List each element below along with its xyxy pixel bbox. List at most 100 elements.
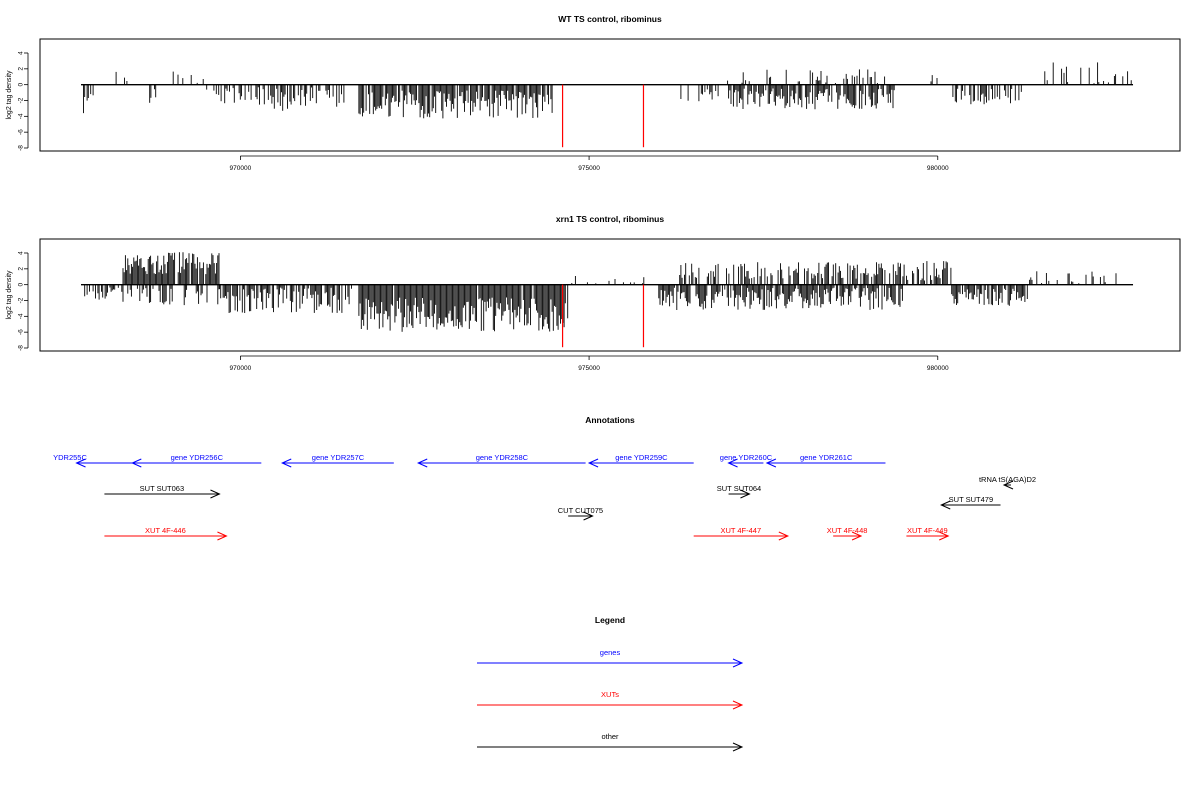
arrowhead-icon — [939, 531, 950, 541]
arrowhead-icon — [732, 742, 744, 752]
arrowhead-icon — [583, 511, 594, 521]
annotation-sut-sut064: SUT SUT064 — [717, 484, 761, 499]
annotation-trna-ts-aga-d2: tRNA tS(AGA)D2 — [979, 475, 1036, 490]
wt-signal-bars — [81, 62, 1134, 119]
arrowhead-icon — [727, 458, 738, 468]
annotation-gene-ydr261c: gene YDR261C — [765, 453, 886, 468]
annotations-track: Annotations YDR255C gene YDR256C gene YDR2… — [53, 415, 1036, 541]
wt-x-tick-label: 970000 — [230, 165, 252, 172]
arrowhead-icon — [217, 531, 228, 541]
xrn1-y-tick-label: 2 — [18, 267, 25, 271]
legend-item-genes: genes — [477, 648, 744, 668]
annotation-sut-sut063: SUT SUT063 — [104, 484, 221, 499]
wt-marker-lines — [561, 84, 645, 148]
xrn1-x-axis: 970000 975000 980000 — [230, 355, 949, 372]
xrn1-y-axis-label: log2 tag density — [6, 270, 13, 320]
arrowhead-icon — [765, 458, 777, 468]
wt-y-tick-label: 4 — [18, 51, 25, 55]
wt-density-panel: WT TS control, ribominus log2 tag densit… — [6, 14, 1181, 172]
wt-y-tick-label: -4 — [18, 113, 25, 119]
xrn1-y-axis: -8 -6 -4 -2 0 2 4 — [18, 251, 29, 351]
arrowhead-icon — [940, 500, 951, 510]
annotation-xut-4f-449: XUT 4F-449 — [906, 526, 950, 541]
xrn1-y-tick-label: -6 — [18, 329, 25, 335]
annotation-label: gene YDR256C — [171, 453, 224, 462]
annotation-xut-4f-447: XUT 4F-447 — [693, 526, 790, 541]
xrn1-y-tick-label: -8 — [18, 345, 25, 351]
annotation-label: tRNA tS(AGA)D2 — [979, 475, 1036, 484]
annotation-label: gene YDR260C — [720, 453, 773, 462]
wt-x-tick-label: 980000 — [927, 165, 949, 172]
legend-title: Legend — [595, 615, 625, 625]
annotation-ydr255c: YDR255C — [53, 453, 133, 468]
wt-y-tick-label: -6 — [18, 129, 25, 135]
xrn1-x-tick-label: 970000 — [230, 365, 252, 372]
wt-y-tick-label: -2 — [18, 97, 25, 103]
annotation-label: gene YDR258C — [476, 453, 529, 462]
xrn1-panel-title: xrn1 TS control, ribominus — [556, 214, 664, 224]
arrowhead-icon — [1002, 480, 1014, 490]
arrowhead-icon — [732, 700, 744, 710]
xrn1-y-tick-label: -4 — [18, 313, 25, 319]
annotation-label: SUT SUT063 — [140, 484, 184, 493]
arrowhead-icon — [851, 531, 863, 541]
legend-item-label: other — [601, 732, 619, 741]
annotation-label: XUT 4F-448 — [827, 526, 868, 535]
arrowhead-icon — [587, 458, 599, 468]
arrowhead-icon — [416, 458, 428, 468]
annotation-sut-sut479: SUT SUT479 — [940, 495, 1001, 510]
xrn1-marker-lines — [561, 284, 645, 348]
legend-item-xuts: XUTs — [477, 690, 744, 710]
annotation-features: YDR255C gene YDR256C gene YDR257C gene YDR2… — [53, 453, 1036, 541]
wt-y-tick-label: -8 — [18, 145, 25, 151]
annotation-gene-ydr256c: gene YDR256C — [131, 453, 262, 468]
legend: Legend genes XUTs other — [477, 615, 744, 752]
wt-y-tick-label: 2 — [18, 67, 25, 71]
arrowhead-icon — [131, 458, 142, 468]
annotation-label: XUT 4F-449 — [907, 526, 948, 535]
arrowhead-icon — [281, 458, 292, 468]
annotation-gene-ydr260c: gene YDR260C — [720, 453, 773, 468]
wt-x-axis: 970000 975000 980000 — [230, 155, 949, 172]
annotation-label: XUT 4F-446 — [145, 526, 186, 535]
arrowhead-icon — [75, 458, 86, 468]
annotation-gene-ydr258c: gene YDR258C — [416, 453, 586, 468]
xrn1-signal-bars — [81, 252, 1134, 332]
arrowhead-icon — [732, 658, 744, 668]
xrn1-plot-frame — [39, 238, 1181, 352]
annotation-gene-ydr257c: gene YDR257C — [281, 453, 394, 468]
xrn1-x-tick-label: 980000 — [927, 365, 949, 372]
wt-panel-title: WT TS control, ribominus — [558, 14, 662, 24]
wt-y-tick-label: 0 — [18, 82, 25, 86]
legend-item-label: XUTs — [601, 690, 619, 699]
annotation-xut-4f-446: XUT 4F-446 — [104, 526, 228, 541]
annotation-label: XUT 4F-447 — [720, 526, 761, 535]
arrowhead-icon — [778, 531, 790, 541]
annotation-label: gene YDR257C — [312, 453, 365, 462]
wt-plot-frame — [39, 38, 1181, 152]
annotations-title: Annotations — [585, 415, 635, 425]
legend-item-other: other — [477, 732, 744, 752]
annotation-label: SUT SUT479 — [949, 495, 993, 504]
annotation-label: gene YDR259C — [615, 453, 668, 462]
xrn1-density-panel: xrn1 TS control, ribominus log2 tag dens… — [6, 214, 1181, 372]
xrn1-x-tick-label: 975000 — [578, 365, 600, 372]
annotation-label: gene YDR261C — [800, 453, 853, 462]
wt-x-tick-label: 975000 — [578, 165, 600, 172]
annotation-xut-4f-448: XUT 4F-448 — [827, 526, 868, 541]
annotation-label: CUT CUT075 — [558, 506, 603, 515]
xrn1-y-tick-label: 4 — [18, 251, 25, 255]
legend-items: genes XUTs other — [477, 648, 744, 752]
wt-y-axis: -8 -6 -4 -2 0 2 4 — [18, 51, 29, 151]
wt-y-axis-label: log2 tag density — [6, 70, 13, 120]
arrowhead-icon — [210, 489, 221, 499]
arrowhead-icon — [740, 489, 751, 499]
xrn1-y-tick-label: 0 — [18, 282, 25, 286]
annotation-gene-ydr259c: gene YDR259C — [587, 453, 694, 468]
xrn1-y-tick-label: -2 — [18, 297, 25, 303]
legend-item-label: genes — [600, 648, 621, 657]
annotation-cut-cut075: CUT CUT075 — [558, 506, 603, 521]
annotation-label: SUT SUT064 — [717, 484, 761, 493]
annotation-label: YDR255C — [53, 453, 87, 462]
